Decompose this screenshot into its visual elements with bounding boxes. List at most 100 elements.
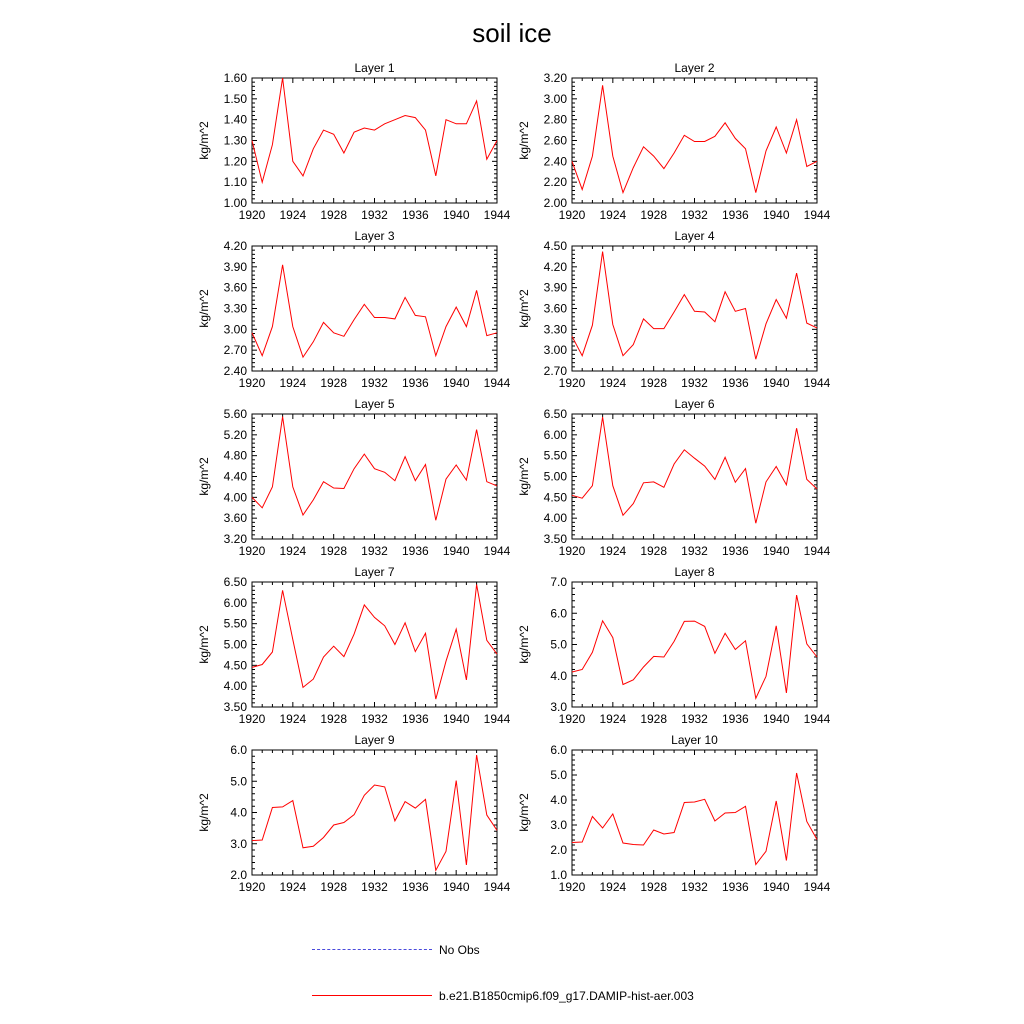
panel-9-xtick-label: 1920	[239, 880, 266, 894]
panel-2-title: Layer 2	[674, 61, 714, 75]
panel-5-ytick-label: 5.60	[224, 407, 248, 421]
panel-10: Layer 10 kg/m^2 1920 1924 1928 1932 1936 1940 19…	[517, 733, 831, 894]
panel-10-xtick-label: 1936	[722, 880, 749, 894]
panel-3-xtick-label: 1920	[239, 376, 266, 390]
panel-7: Layer 7 kg/m^2 1920 1924 1928 1932 1936 1940 194…	[197, 565, 511, 726]
panel-9: Layer 9 kg/m^2 1920 1924 1928 1932 1936 1940 194…	[197, 733, 511, 894]
panel-10-xtick-label: 1932	[681, 880, 708, 894]
panel-6-ytick-label: 5.00	[544, 470, 568, 484]
panel-8-title: Layer 8	[674, 565, 714, 579]
panel-2-ytick-label: 2.00	[544, 196, 568, 210]
panel-5-ytick-label: 3.60	[224, 511, 248, 525]
panel-2-xtick-label: 1932	[681, 208, 708, 222]
panel-5-ytick-label: 4.80	[224, 449, 248, 463]
panel-6-title: Layer 6	[674, 397, 714, 411]
panel-10-title: Layer 10	[671, 733, 718, 747]
panel-6-frame	[571, 413, 818, 540]
panel-3-xtick-label: 1924	[279, 376, 306, 390]
panel-7-xtick-label: 1928	[320, 712, 347, 726]
panel-4-ytick-label: 2.70	[544, 364, 568, 378]
panel-7-ytick-label: 4.50	[224, 658, 248, 672]
panel-10-ytick-label: 6.0	[550, 743, 567, 757]
panel-1: Layer 1 kg/m^2 1920 1924 1928 1932 1936 1940 194…	[197, 61, 511, 222]
panel-8-xtick-label: 1928	[640, 712, 667, 726]
chart-main-title: soil ice	[472, 18, 552, 48]
panel-9-xtick-label: 1944	[484, 880, 511, 894]
panel-4-xtick-label: 1920	[559, 376, 586, 390]
panel-2-xtick-label: 1944	[804, 208, 831, 222]
panel-9-ytick-label: 2.0	[230, 868, 247, 882]
panel-4-ylabel: kg/m^2	[517, 289, 531, 328]
panel-5-series-line	[251, 416, 498, 521]
panel-6-ytick-label: 6.50	[544, 407, 568, 421]
panel-2-xtick-label: 1936	[722, 208, 749, 222]
panel-9-series-line	[251, 754, 498, 872]
panel-5-ylabel: kg/m^2	[197, 457, 211, 496]
panel-2-series-line	[571, 85, 818, 195]
panel-1-ytick-label: 1.60	[224, 71, 248, 85]
panel-9-xtick-label: 1924	[279, 880, 306, 894]
panel-7-ytick-label: 6.00	[224, 596, 248, 610]
panel-1-ytick-label: 1.50	[224, 92, 248, 106]
panel-1-xtick-label: 1944	[484, 208, 511, 222]
panel-6-xtick-label: 1940	[763, 544, 790, 558]
panel-2-xtick-label: 1924	[599, 208, 626, 222]
panel-5-xtick-label: 1924	[279, 544, 306, 558]
panel-2-ylabel: kg/m^2	[517, 121, 531, 160]
panel-6-xtick-label: 1932	[681, 544, 708, 558]
panel-8-ylabel: kg/m^2	[517, 625, 531, 664]
panel-7-ytick-label: 3.50	[224, 700, 248, 714]
panel-3-ytick-label: 3.90	[224, 260, 248, 274]
panel-6: Layer 6 kg/m^2 1920 1924 1928 1932 1936 1940 194…	[517, 397, 831, 558]
panel-5-xtick-label: 1920	[239, 544, 266, 558]
panel-4-ytick-label: 3.60	[544, 302, 568, 316]
panel-5-xtick-label: 1940	[443, 544, 470, 558]
panel-1-ytick-label: 1.20	[224, 154, 248, 168]
panel-3-title: Layer 3	[354, 229, 394, 243]
panel-6-ylabel: kg/m^2	[517, 457, 531, 496]
panel-9-title: Layer 9	[354, 733, 394, 747]
panel-2-xtick-label: 1928	[640, 208, 667, 222]
legend-swatch-model-run	[312, 995, 432, 996]
panel-2-ytick-label: 2.60	[544, 134, 568, 148]
legend-label-no-obs: No Obs	[439, 943, 480, 957]
panel-6-xtick-label: 1924	[599, 544, 626, 558]
legend-label-model-run: b.e21.B1850cmip6.f09_g17.DAMIP-hist-aer.…	[439, 989, 694, 1003]
panel-5-xtick-label: 1944	[484, 544, 511, 558]
panel-2-ytick-label: 2.80	[544, 113, 568, 127]
panel-9-ytick-label: 5.0	[230, 774, 247, 788]
panel-7-xtick-label: 1940	[443, 712, 470, 726]
panel-5-ytick-label: 3.20	[224, 532, 248, 546]
panel-4-xtick-label: 1940	[763, 376, 790, 390]
panel-10-xtick-label: 1928	[640, 880, 667, 894]
panel-5-title: Layer 5	[354, 397, 394, 411]
panel-4-title: Layer 4	[674, 229, 714, 243]
panel-4-ytick-label: 3.30	[544, 322, 568, 336]
panel-5-ytick-label: 4.40	[224, 470, 248, 484]
panel-1-xtick-label: 1932	[361, 208, 388, 222]
panel-7-xtick-label: 1944	[484, 712, 511, 726]
panel-1-series-line	[251, 77, 498, 185]
panel-5-xtick-label: 1936	[402, 544, 429, 558]
panel-7-ytick-label: 6.50	[224, 575, 248, 589]
panel-4-xtick-label: 1932	[681, 376, 708, 390]
panel-3-series-line	[251, 264, 498, 359]
panel-2-ytick-label: 2.20	[544, 175, 568, 189]
panel-3-ytick-label: 3.30	[224, 302, 248, 316]
panel-10-ytick-label: 3.0	[550, 818, 567, 832]
panel-9-ytick-label: 3.0	[230, 837, 247, 851]
panel-1-title: Layer 1	[354, 61, 394, 75]
panel-10-ytick-label: 5.0	[550, 768, 567, 782]
panel-4-frame	[571, 245, 818, 372]
panel-10-ylabel: kg/m^2	[517, 793, 531, 832]
panel-4-xtick-label: 1924	[599, 376, 626, 390]
panel-3-xtick-label: 1932	[361, 376, 388, 390]
panel-6-xtick-label: 1944	[804, 544, 831, 558]
panel-3: Layer 3 kg/m^2 1920 1924 1928 1932 1936 1940 194…	[197, 229, 511, 390]
panel-4-ytick-label: 4.50	[544, 239, 568, 253]
panel-6-xtick-label: 1920	[559, 544, 586, 558]
panel-6-xtick-label: 1928	[640, 544, 667, 558]
panel-7-xtick-label: 1936	[402, 712, 429, 726]
panel-4-xtick-label: 1936	[722, 376, 749, 390]
